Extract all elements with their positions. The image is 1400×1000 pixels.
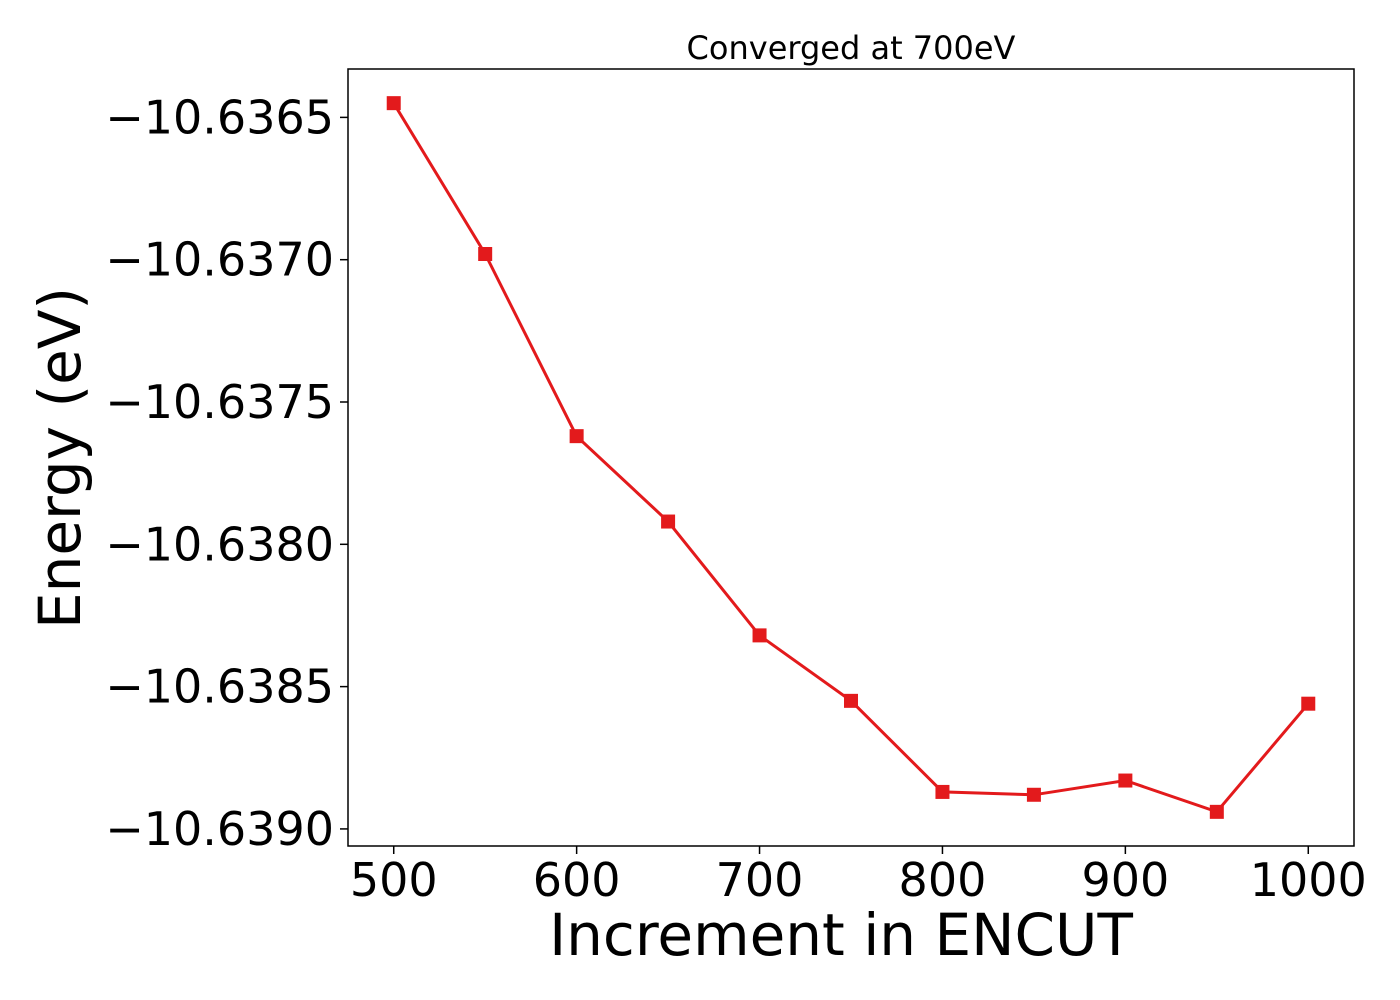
x-tick-label: 500 <box>350 853 438 907</box>
data-point-marker <box>569 429 584 444</box>
data-point-marker <box>1026 787 1041 802</box>
data-point-marker <box>386 96 401 111</box>
x-axis: 500 600 700 800 900 1000 <box>350 846 1367 907</box>
y-tick-label: −10.6370 <box>105 233 334 287</box>
y-tick-label: −10.6385 <box>105 660 334 714</box>
x-axis-label: Increment in ENCUT <box>549 901 1133 969</box>
data-point-marker <box>844 693 858 708</box>
x-tick-label: 1000 <box>1250 853 1367 907</box>
y-tick-label: −10.6365 <box>105 90 334 144</box>
data-point-marker <box>1209 804 1224 819</box>
data-point-marker <box>752 628 767 643</box>
x-tick-label: 800 <box>899 853 987 907</box>
y-tick-label: −10.6390 <box>105 802 334 856</box>
data-point-marker <box>935 784 950 799</box>
y-tick-label: −10.6380 <box>105 517 334 571</box>
y-tick-label: −10.6375 <box>105 375 334 429</box>
x-tick-label: 600 <box>533 853 621 907</box>
series-markers <box>386 96 1316 819</box>
y-axis: −10.6365 −10.6370 −10.6375 −10.6380 −10.6385… <box>105 90 348 856</box>
x-tick-label: 700 <box>716 853 804 907</box>
x-tick-label: 900 <box>1081 853 1169 907</box>
chart-title: Converged at 700eV <box>687 29 1016 67</box>
y-axis-label: Energy (eV) <box>26 287 94 629</box>
data-point-marker <box>661 514 676 529</box>
plot-area-frame <box>347 68 1355 847</box>
data-point-marker <box>478 247 493 261</box>
data-point-marker <box>1118 773 1133 788</box>
data-point-marker <box>1301 696 1316 711</box>
